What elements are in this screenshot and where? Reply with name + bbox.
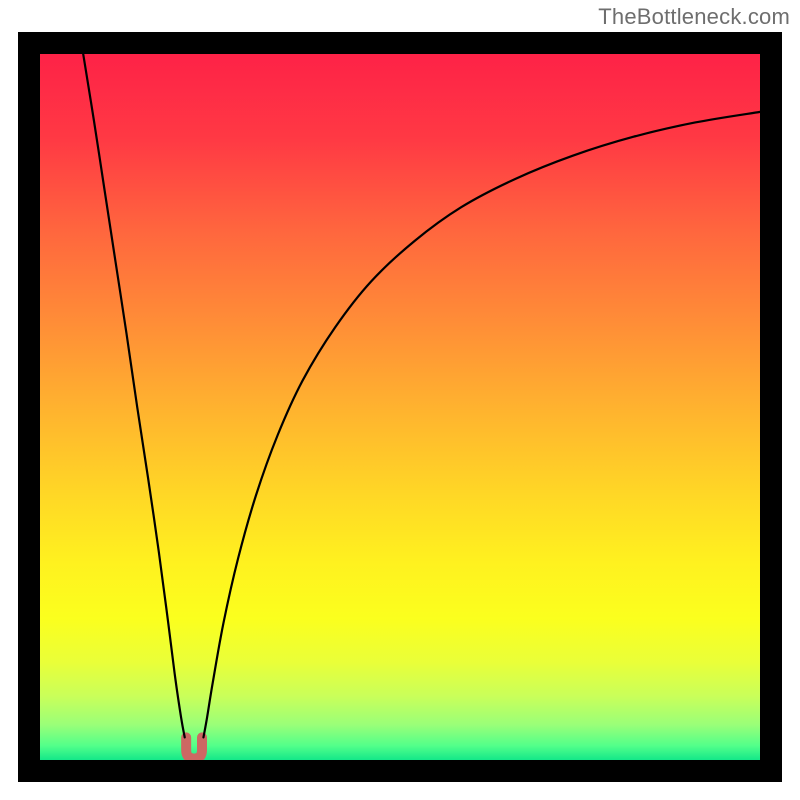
chart-frame: [18, 32, 782, 782]
chart-svg: [18, 32, 782, 782]
root-container: TheBottleneck.com: [0, 0, 800, 800]
chart-background: [40, 54, 760, 760]
attribution-label: TheBottleneck.com: [598, 4, 790, 30]
